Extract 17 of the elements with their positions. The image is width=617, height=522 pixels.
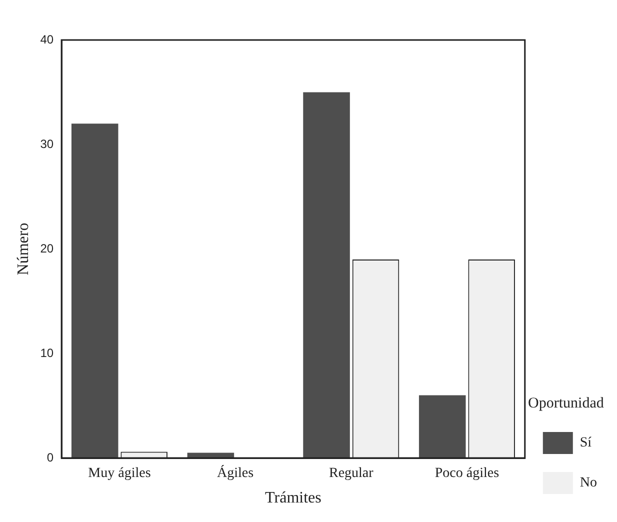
x-axis-title: Trámites (265, 490, 322, 507)
x-tick-label: Regular (328, 466, 374, 482)
bar (71, 124, 118, 458)
bar (418, 395, 466, 458)
x-tick-label: Poco ágiles (434, 466, 500, 482)
legend-label: No (580, 476, 598, 491)
bar (303, 92, 350, 458)
x-tick-label: Muy ágiles (88, 466, 151, 482)
y-tick-label: 30 (40, 136, 54, 151)
y-tick-label: 40 (40, 32, 54, 46)
legend-title: Oportunidad (528, 395, 604, 412)
y-tick-label: 10 (40, 346, 54, 360)
y-tick-label: 0 (46, 450, 54, 464)
x-tick-label: Ágiles (217, 464, 254, 482)
y-axis-title: Número (14, 222, 32, 276)
y-tick-label: 20 (40, 241, 54, 256)
legend-label: Sí (580, 436, 592, 451)
